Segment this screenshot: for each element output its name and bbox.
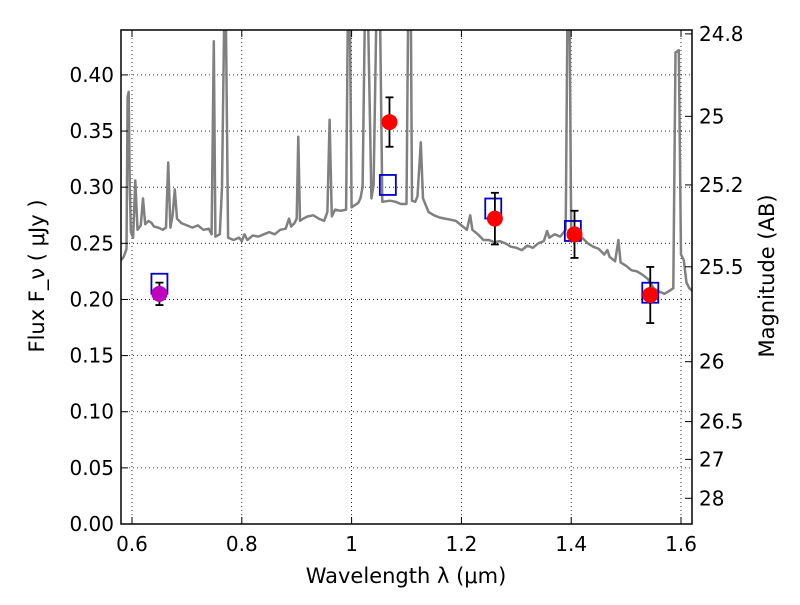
x-tick-label: 0.8 (226, 532, 258, 556)
y-tick-label: 0.25 (69, 231, 114, 255)
observed-point (566, 226, 583, 243)
y2-axis-label: Magnitude (AB) (755, 194, 779, 357)
plot-frame (120, 29, 693, 525)
spectrum-line (121, 30, 692, 296)
y2-tick-label: 25.2 (699, 173, 744, 197)
x-tick-label: 0.6 (116, 532, 148, 556)
ticks: 0.6 0.8 1 1.2 1.4 1.6 0.00 0.05 0.10 0.15 0.20 0.25… (69, 22, 743, 556)
data-layer (121, 30, 692, 324)
observed-point (642, 286, 659, 303)
y2-tick-label: 27 (699, 447, 724, 471)
y-tick-label: 0.20 (69, 287, 114, 311)
x-tick-label: 1 (345, 532, 358, 556)
x-axis-label: Wavelength λ (μm) (306, 564, 507, 588)
y-tick-label: 0.05 (69, 456, 114, 480)
y-tick-label: 0.15 (69, 344, 114, 368)
y2-tick-label: 26.5 (699, 410, 744, 434)
y2-tick-label: 28 (699, 486, 724, 510)
y-tick-label: 0.35 (69, 119, 114, 143)
y-tick-label: 0.00 (69, 512, 114, 536)
y2-tick-label: 25.5 (699, 255, 744, 279)
observed-point (486, 210, 503, 227)
y-tick-label: 0.30 (69, 175, 114, 199)
y-axis-label: Flux F_ν ( μJy ) (25, 199, 50, 352)
observed-point (381, 114, 398, 131)
x-tick-label: 1.4 (555, 532, 587, 556)
x-tick-label: 1.2 (445, 532, 477, 556)
y-tick-label: 0.10 (69, 400, 114, 424)
x-tick-label: 1.6 (665, 532, 697, 556)
model-point-marker (378, 174, 397, 196)
y2-tick-label: 25 (699, 104, 724, 128)
y-tick-label: 0.40 (69, 63, 114, 87)
y2-tick-label: 24.8 (699, 22, 744, 46)
observed-point (151, 285, 168, 302)
y2-tick-label: 26 (699, 350, 724, 374)
